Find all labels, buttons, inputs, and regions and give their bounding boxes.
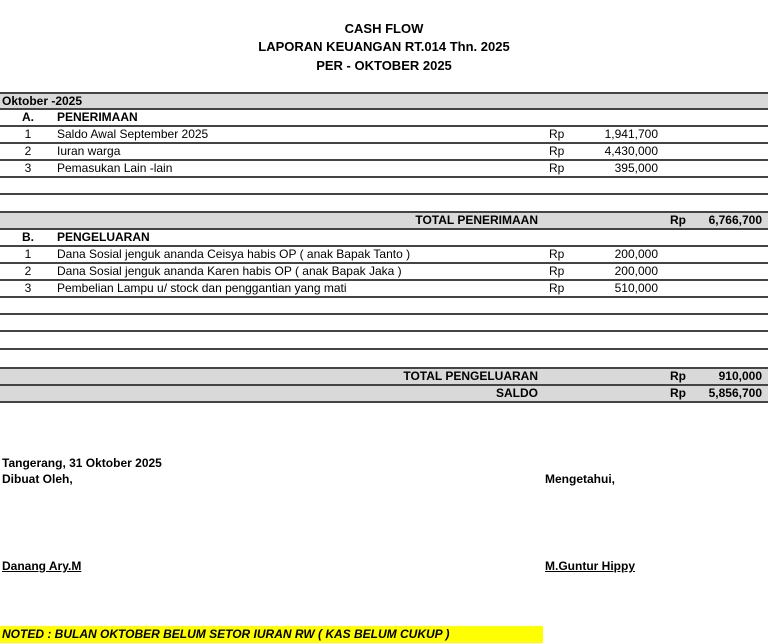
section-code: B. <box>22 230 34 244</box>
report-title: CASH FLOW <box>344 21 424 36</box>
saldo-row: SALDO Rp 5,856,700 <box>0 386 768 403</box>
currency: Rp <box>549 161 565 175</box>
total-amount: 6,766,700 <box>708 213 762 227</box>
row-description: Saldo Awal September 2025 <box>57 127 209 141</box>
place-date: Tangerang, 31 Oktober 2025 <box>2 456 162 470</box>
total-penerimaan-row: TOTAL PENERIMAAN Rp 6,766,700 <box>0 211 768 230</box>
section-code: A. <box>22 110 34 124</box>
table-row: 3 Pembelian Lampu u/ stock dan pengganti… <box>0 281 768 298</box>
total-label: TOTAL PENERIMAAN <box>415 213 538 227</box>
table-row: 3 Pemasukan Lain -lain Rp 395,000 <box>0 161 768 178</box>
empty-row <box>0 315 768 332</box>
currency: Rp <box>670 369 686 383</box>
currency: Rp <box>670 213 686 227</box>
row-description: Pembelian Lampu u/ stock dan penggantian… <box>57 281 347 295</box>
report-subtitle: LAPORAN KEUANGAN RT.014 Thn. 2025 <box>258 39 510 54</box>
row-description: Dana Sosial jenguk ananda Karen habis OP… <box>57 264 402 278</box>
table-row: 1 Dana Sosial jenguk ananda Ceisya habis… <box>0 247 768 264</box>
currency: Rp <box>549 264 565 278</box>
note-banner: NOTED : BULAN OKTOBER BELUM SETOR IURAN … <box>0 626 543 643</box>
saldo-amount: 5,856,700 <box>708 386 762 400</box>
section-b-header: B. PENGELUARAN <box>0 230 768 247</box>
total-amount: 910,000 <box>718 369 762 383</box>
table-row: 1 Saldo Awal September 2025 Rp 1,941,700 <box>0 127 768 144</box>
acknowledged-name: M.Guntur Hippy <box>545 559 635 573</box>
row-number: 1 <box>24 127 32 141</box>
empty-row <box>0 332 768 350</box>
row-amount: 395,000 <box>614 161 658 175</box>
currency: Rp <box>549 127 565 141</box>
row-description: Pemasukan Lain -lain <box>57 161 173 175</box>
report-period: PER - OKTOBER 2025 <box>316 58 452 73</box>
currency: Rp <box>670 386 686 400</box>
row-description: Iuran warga <box>57 144 121 158</box>
row-number: 2 <box>24 144 32 158</box>
row-number: 1 <box>24 247 32 261</box>
made-by-name: Danang Ary.M <box>2 559 82 573</box>
row-number: 3 <box>24 161 32 175</box>
section-label: PENGELUARAN <box>57 230 150 244</box>
saldo-label: SALDO <box>496 386 538 400</box>
table-row: 2 Iuran warga Rp 4,430,000 <box>0 144 768 161</box>
empty-row <box>0 298 768 315</box>
row-amount: 200,000 <box>614 264 658 278</box>
row-amount: 510,000 <box>614 281 658 295</box>
section-label: PENERIMAAN <box>57 110 138 124</box>
made-by-label: Dibuat Oleh, <box>2 472 73 486</box>
currency: Rp <box>549 281 565 295</box>
currency: Rp <box>549 247 565 261</box>
section-a-header: A. PENERIMAAN <box>0 110 768 127</box>
row-number: 3 <box>24 281 32 295</box>
month-label: Oktober -2025 <box>2 94 83 108</box>
row-amount: 200,000 <box>614 247 658 261</box>
row-amount: 1,941,700 <box>604 127 658 141</box>
month-header-row: Oktober -2025 <box>0 92 768 110</box>
row-number: 2 <box>24 264 32 278</box>
acknowledged-label: Mengetahui, <box>545 472 616 486</box>
currency: Rp <box>549 144 565 158</box>
table-row: 2 Dana Sosial jenguk ananda Karen habis … <box>0 264 768 281</box>
total-pengeluaran-row: TOTAL PENGELUARAN Rp 910,000 <box>0 367 768 386</box>
total-label: TOTAL PENGELUARAN <box>403 369 538 383</box>
row-amount: 4,430,000 <box>604 144 658 158</box>
row-description: Dana Sosial jenguk ananda Ceisya habis O… <box>57 247 411 261</box>
empty-row <box>0 178 768 195</box>
